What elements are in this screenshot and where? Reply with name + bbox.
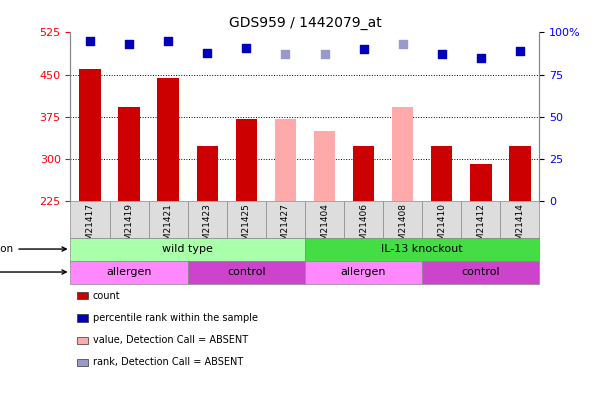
Text: GSM21421: GSM21421 — [164, 202, 173, 252]
Text: GSM21410: GSM21410 — [437, 202, 446, 252]
Bar — [462, 201, 500, 238]
Point — [242, 44, 251, 51]
Bar — [149, 201, 188, 238]
Bar — [353, 146, 375, 201]
Text: control: control — [227, 267, 265, 277]
Bar — [422, 201, 462, 238]
Bar — [197, 146, 218, 201]
Bar — [70, 260, 188, 284]
Text: value, Detection Call = ABSENT: value, Detection Call = ABSENT — [93, 335, 248, 345]
Bar — [275, 119, 296, 201]
Text: wild type: wild type — [162, 244, 213, 254]
Bar — [509, 146, 531, 201]
Text: rank, Detection Call = ABSENT: rank, Detection Call = ABSENT — [93, 358, 243, 367]
Point — [124, 41, 134, 47]
Point — [202, 49, 212, 56]
Text: GSM21408: GSM21408 — [398, 202, 407, 252]
Bar — [110, 201, 149, 238]
Bar — [235, 119, 257, 201]
Point — [476, 54, 485, 61]
Bar — [305, 238, 539, 260]
Point — [359, 46, 368, 53]
Bar — [188, 260, 305, 284]
Text: allergen: allergen — [341, 267, 386, 277]
Bar — [70, 238, 305, 260]
Bar — [266, 201, 305, 238]
Text: IL-13 knockout: IL-13 knockout — [381, 244, 463, 254]
Bar — [188, 201, 227, 238]
Point — [319, 51, 329, 58]
Point — [163, 38, 173, 44]
Text: GSM21427: GSM21427 — [281, 202, 290, 252]
Text: agent: agent — [0, 267, 66, 277]
Bar — [431, 146, 452, 201]
Bar — [383, 201, 422, 238]
Text: GSM21412: GSM21412 — [476, 202, 485, 252]
Bar — [158, 79, 179, 201]
Bar — [344, 201, 383, 238]
Bar — [305, 201, 344, 238]
Bar — [392, 107, 413, 201]
Bar — [70, 201, 110, 238]
Text: GSM21425: GSM21425 — [242, 202, 251, 252]
Title: GDS959 / 1442079_at: GDS959 / 1442079_at — [229, 16, 381, 30]
Point — [281, 51, 291, 58]
Text: control: control — [462, 267, 500, 277]
Point — [85, 38, 95, 44]
Text: percentile rank within the sample: percentile rank within the sample — [93, 313, 257, 323]
Bar — [305, 260, 422, 284]
Bar — [470, 164, 492, 201]
Bar — [422, 260, 539, 284]
Text: GSM21406: GSM21406 — [359, 202, 368, 252]
Text: GSM21417: GSM21417 — [86, 202, 94, 252]
Text: GSM21414: GSM21414 — [516, 202, 524, 252]
Text: GSM21419: GSM21419 — [124, 202, 134, 252]
Point — [398, 41, 408, 47]
Bar — [500, 201, 539, 238]
Point — [515, 48, 525, 54]
Text: GSM21404: GSM21404 — [320, 202, 329, 252]
Text: GSM21423: GSM21423 — [203, 202, 211, 252]
Bar — [227, 201, 266, 238]
Text: allergen: allergen — [107, 267, 152, 277]
Bar — [118, 107, 140, 201]
Point — [437, 51, 447, 58]
Bar — [79, 69, 101, 201]
Bar — [314, 131, 335, 201]
Text: genotype/variation: genotype/variation — [0, 244, 66, 254]
Text: count: count — [93, 291, 120, 301]
